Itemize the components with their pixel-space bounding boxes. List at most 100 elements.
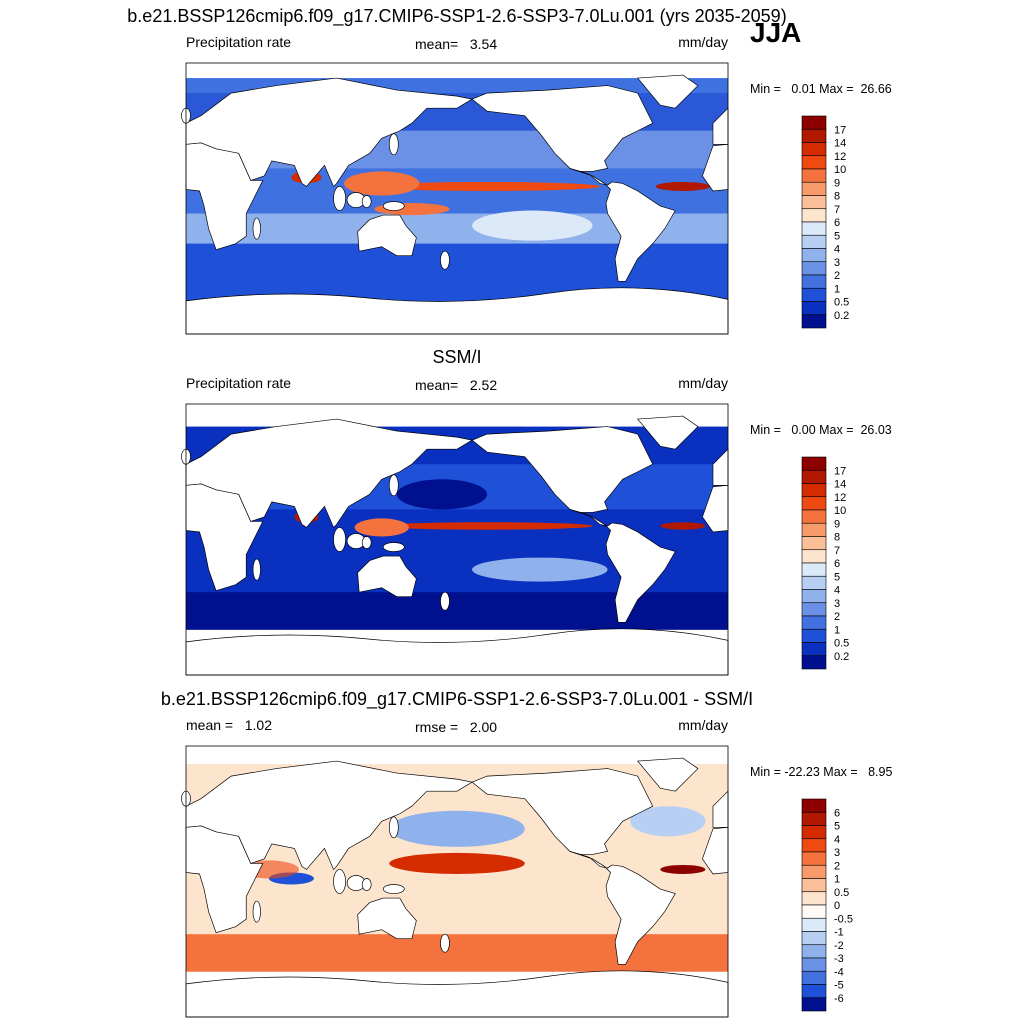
colorbar-box — [801, 589, 827, 604]
map-frame — [185, 745, 729, 1018]
colorbar-box — [801, 234, 827, 249]
colorbar-label: -2 — [834, 940, 844, 952]
colorbar-box — [801, 301, 827, 316]
colorbar-box — [801, 811, 827, 826]
units: mm/day — [678, 34, 728, 50]
colorbar-box — [801, 314, 827, 329]
colorbar-box — [801, 181, 827, 196]
colorbar-box — [801, 549, 827, 564]
colorbar-box — [801, 142, 827, 157]
colorbar-box — [801, 798, 827, 813]
colorbar-label: 4 — [834, 585, 840, 597]
colorbar-label: 0 — [834, 900, 840, 912]
colorbar-box — [801, 931, 827, 946]
colorbar-label: -0.5 — [834, 913, 853, 925]
colorbar-box — [801, 970, 827, 985]
colorbar-box — [801, 891, 827, 906]
colorbar-label: 1 — [834, 874, 840, 886]
colorbar-box — [801, 456, 827, 471]
colorbar-box — [801, 997, 827, 1012]
colorbar-box — [801, 483, 827, 498]
colorbar-box — [801, 575, 827, 590]
colorbar-label: -1 — [834, 927, 844, 939]
colorbar-box — [801, 838, 827, 853]
colorbar-label: 17 — [834, 465, 846, 477]
colorbar-box — [801, 274, 827, 289]
colorbar-label: 2 — [834, 270, 840, 282]
colorbar-box — [801, 864, 827, 879]
colorbar-label: 12 — [834, 151, 846, 163]
colorbar-label: -4 — [834, 966, 844, 978]
season: JJA — [750, 17, 801, 48]
map-model — [181, 63, 729, 335]
colorbar-box — [801, 248, 827, 263]
center-label: rmse = 2.00 — [415, 719, 497, 735]
colorbar-label: 10 — [834, 505, 846, 517]
colorbar-box — [801, 984, 827, 999]
colorbar-label: 6 — [834, 217, 840, 229]
colorbar-label: 0.5 — [834, 297, 849, 309]
colorbar-label: 3 — [834, 847, 840, 859]
colorbar-box — [801, 469, 827, 484]
colorbar-box — [801, 208, 827, 223]
left-label: mean = 1.02 — [186, 717, 272, 733]
colorbar-box — [801, 115, 827, 130]
colorbar-label: 6 — [834, 558, 840, 570]
colorbar-box — [801, 221, 827, 236]
panel-title: b.e21.BSSP126cmip6.f09_g17.CMIP6-SSP1-2.… — [161, 689, 753, 710]
colorbar-label: 0.5 — [834, 638, 849, 650]
map-frame — [185, 403, 729, 676]
units: mm/day — [678, 717, 728, 733]
colorbar-label: 4 — [834, 244, 840, 256]
colorbar-box — [801, 655, 827, 670]
map-difference — [181, 746, 729, 1018]
colorbar-label: 9 — [834, 518, 840, 530]
colorbar-label: 0.5 — [834, 887, 849, 899]
colorbar-label: 14 — [834, 479, 846, 491]
colorbar-label: 12 — [834, 492, 846, 504]
colorbar-label: 2 — [834, 611, 840, 623]
colorbar-label: 6 — [834, 807, 840, 819]
colorbar-box — [801, 536, 827, 551]
colorbar-box — [801, 168, 827, 183]
units: mm/day — [678, 375, 728, 391]
colorbar-box — [801, 917, 827, 932]
colorbar-box — [801, 522, 827, 537]
colorbar-box — [801, 628, 827, 643]
colorbar-box — [801, 509, 827, 524]
colorbar-label: 2 — [834, 860, 840, 872]
colorbar-box — [801, 602, 827, 617]
colorbar-label: 7 — [834, 545, 840, 557]
min-max: Min = 0.01 Max = 26.66 — [750, 82, 892, 96]
map-frame — [185, 62, 729, 335]
colorbar-box — [801, 195, 827, 210]
panel-title: b.e21.BSSP126cmip6.f09_g17.CMIP6-SSP1-2.… — [127, 6, 786, 27]
left-label: Precipitation rate — [186, 375, 291, 391]
left-label: Precipitation rate — [186, 34, 291, 50]
colorbar-box — [801, 878, 827, 893]
colorbar-label: 5 — [834, 571, 840, 583]
colorbar-box — [801, 851, 827, 866]
colorbar-label: 4 — [834, 834, 840, 846]
min-max: Min = 0.00 Max = 26.03 — [750, 423, 892, 437]
colorbar-box — [801, 642, 827, 657]
colorbar-label: -5 — [834, 980, 844, 992]
colorbar-box — [801, 957, 827, 972]
colorbar-label: -3 — [834, 953, 844, 965]
map-observed — [181, 404, 729, 676]
colorbar-box — [801, 944, 827, 959]
colorbar-label: 8 — [834, 191, 840, 203]
colorbar-label: 1 — [834, 624, 840, 636]
colorbar-box — [801, 825, 827, 840]
center-label: mean= 3.54 — [415, 36, 497, 52]
colorbar-box — [801, 155, 827, 170]
colorbar-label: 0.2 — [834, 651, 849, 663]
colorbar-label: 1 — [834, 283, 840, 295]
colorbar-label: 10 — [834, 164, 846, 176]
colorbar-label: 0.2 — [834, 310, 849, 322]
colorbar-label: 17 — [834, 124, 846, 136]
colorbar-box — [801, 904, 827, 919]
colorbar-label: 14 — [834, 138, 846, 150]
